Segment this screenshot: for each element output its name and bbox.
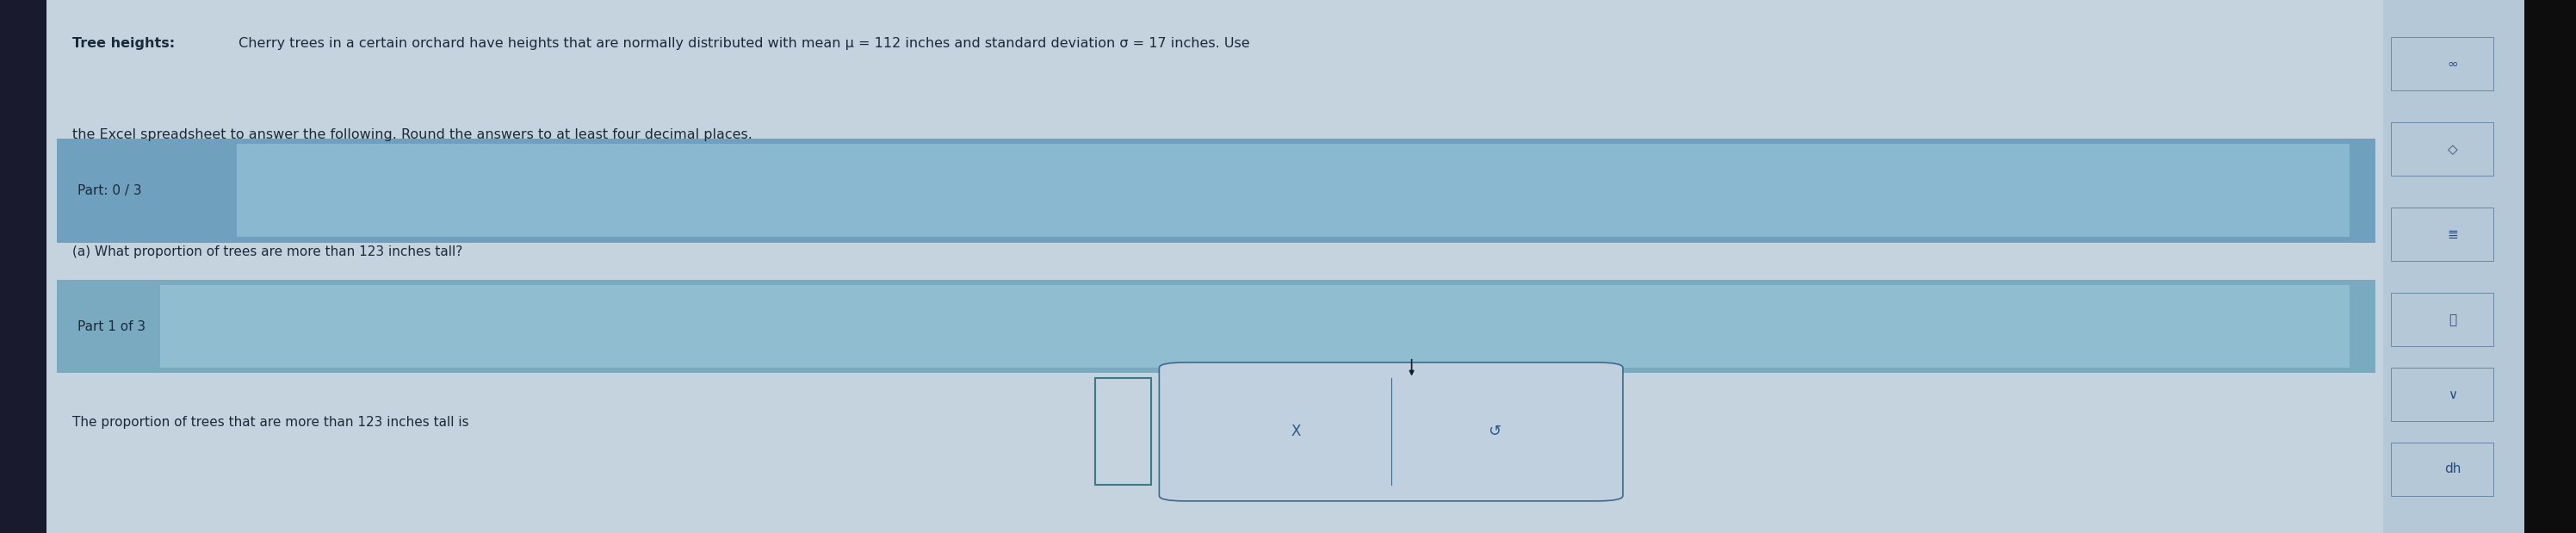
Text: ∨: ∨ (2447, 388, 2458, 401)
Text: (a) What proportion of trees are more than 123 inches tall?: (a) What proportion of trees are more th… (72, 245, 461, 258)
Text: X: X (1291, 424, 1301, 440)
FancyBboxPatch shape (2391, 37, 2494, 91)
FancyBboxPatch shape (2391, 123, 2494, 176)
FancyBboxPatch shape (237, 144, 2349, 237)
Text: the Excel spreadsheet to answer the following. Round the answers to at least fou: the Excel spreadsheet to answer the foll… (72, 128, 752, 141)
FancyBboxPatch shape (57, 139, 2375, 243)
FancyBboxPatch shape (0, 0, 46, 533)
Text: ↺: ↺ (1486, 424, 1502, 440)
Text: Part: 0 / 3: Part: 0 / 3 (77, 184, 142, 197)
Text: Part 1 of 3: Part 1 of 3 (77, 320, 144, 333)
FancyBboxPatch shape (2524, 0, 2576, 533)
FancyBboxPatch shape (2391, 293, 2494, 346)
Text: ⌷: ⌷ (2447, 313, 2458, 326)
FancyBboxPatch shape (2391, 368, 2494, 421)
FancyBboxPatch shape (2391, 442, 2494, 496)
FancyBboxPatch shape (46, 0, 2383, 533)
Text: ≣: ≣ (2447, 228, 2458, 241)
Text: dh: dh (2445, 463, 2460, 475)
Text: Cherry trees in a certain orchard have heights that are normally distributed wit: Cherry trees in a certain orchard have h… (234, 37, 1249, 50)
Text: ◇: ◇ (2447, 143, 2458, 156)
Text: The proportion of trees that are more than 123 inches tall is: The proportion of trees that are more th… (72, 416, 469, 429)
FancyBboxPatch shape (2391, 208, 2494, 261)
Text: ∞: ∞ (2447, 58, 2458, 70)
FancyBboxPatch shape (1159, 362, 1623, 501)
FancyBboxPatch shape (1095, 378, 1151, 485)
FancyBboxPatch shape (57, 280, 2375, 373)
Text: .: . (1162, 421, 1167, 438)
Text: Tree heights:: Tree heights: (72, 37, 175, 50)
FancyBboxPatch shape (2383, 0, 2524, 533)
FancyBboxPatch shape (160, 285, 2349, 368)
